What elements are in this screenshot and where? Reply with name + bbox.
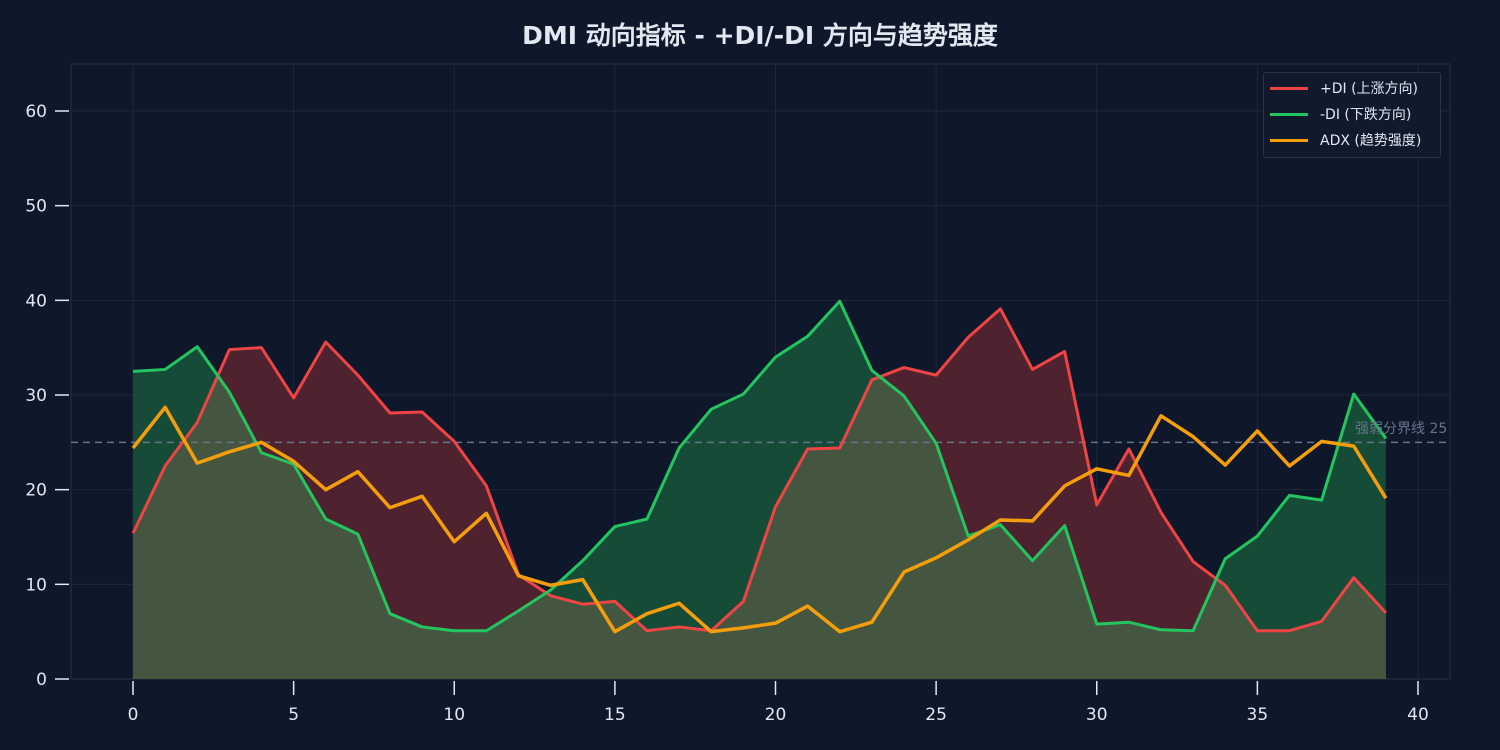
overlap-fill-area [133, 375, 1386, 679]
threshold-label: 强弱分界线 25 [1355, 421, 1448, 437]
legend-item-plus-di: +DI (上涨方向) [1270, 77, 1418, 99]
chart-title: DMI 动向指标 - +DI/-DI 方向与趋势强度 [522, 21, 998, 50]
y-tick-label: 50 [25, 197, 47, 217]
y-tick-label: 30 [25, 386, 47, 406]
axes: 0 5 10 15 20 25 30 35 40 0 10 20 30 40 50 60 [25, 102, 1428, 725]
adx-line [131, 405, 1388, 634]
y-tick-label: 10 [25, 575, 47, 595]
legend-swatch-adx [1270, 138, 1308, 142]
legend: +DI (上涨方向) -DI (下跌方向) ADX (趋势强度) [1263, 72, 1441, 158]
legend-item-minus-di: -DI (下跌方向) [1270, 103, 1411, 125]
legend-swatch-minus-di [1270, 112, 1308, 116]
legend-label: ADX (趋势强度) [1320, 133, 1422, 149]
x-tick-label: 35 [1247, 705, 1269, 725]
x-tick-label: 10 [443, 705, 465, 725]
x-tick-label: 0 [128, 705, 139, 725]
x-tick-label: 30 [1086, 705, 1108, 725]
legend-label: -DI (下跌方向) [1320, 107, 1412, 123]
legend-item-adx: ADX (趋势强度) [1270, 129, 1421, 151]
plus-di-line [131, 307, 1387, 633]
y-tick-label: 0 [36, 670, 47, 690]
y-tick-label: 20 [25, 481, 47, 501]
minus-di-line [132, 299, 1388, 633]
x-tick-label: 15 [604, 705, 626, 725]
x-tick-label: 20 [765, 705, 787, 725]
y-tick-label: 60 [25, 102, 47, 122]
legend-label: +DI (上涨方向) [1320, 81, 1419, 97]
x-tick-label: 25 [925, 705, 947, 725]
x-tick-label: 5 [288, 705, 299, 725]
x-tick-label: 40 [1407, 705, 1429, 725]
y-tick-label: 40 [25, 291, 47, 311]
legend-swatch-plus-di [1270, 86, 1308, 90]
